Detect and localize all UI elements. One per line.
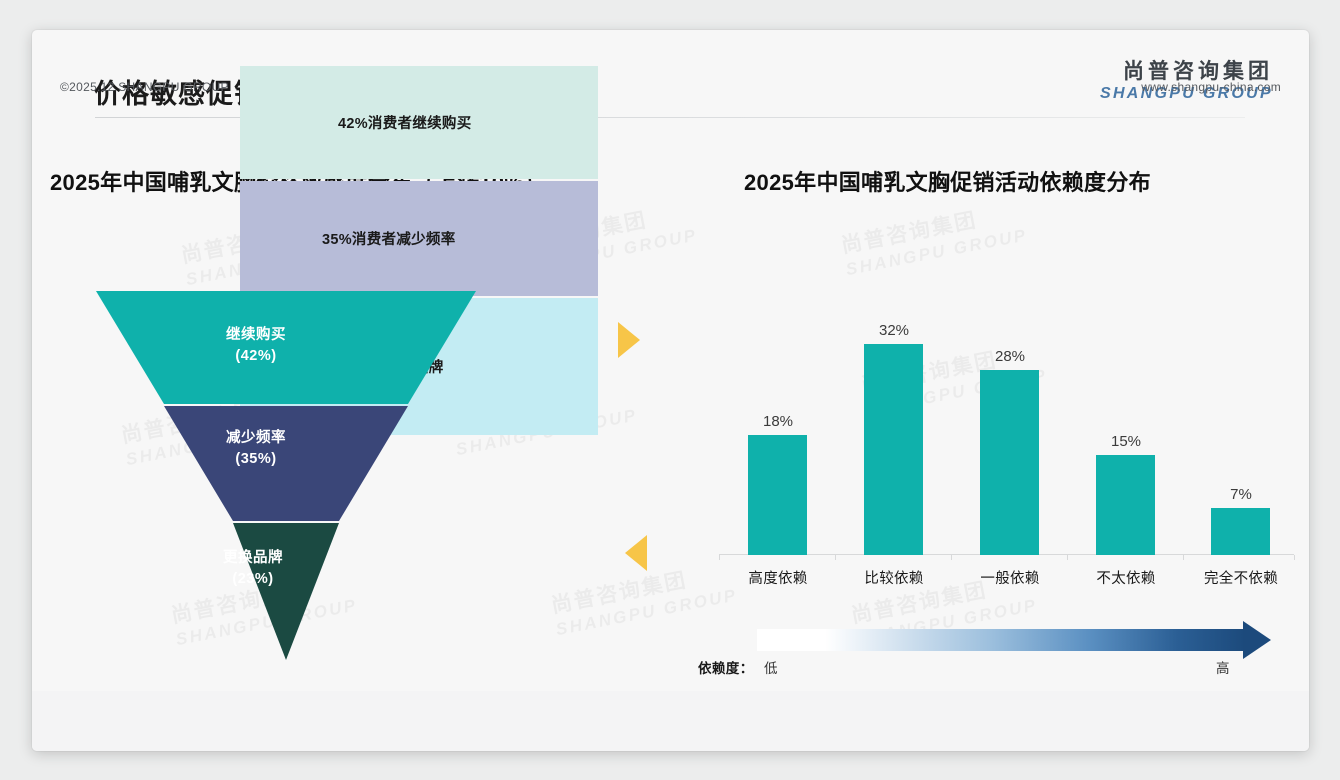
marker-arrow-left-icon: [625, 535, 647, 571]
brand-logo-cn: 尚普咨询集团: [1123, 60, 1273, 83]
bar-value-label: 15%: [1110, 433, 1142, 450]
bar-value-label: 28%: [994, 348, 1026, 365]
header-divider: [95, 117, 1245, 118]
funnel-callout-label-2: 35%消费者减少频率: [322, 232, 456, 248]
funnel-band-pct-1: (42%): [235, 348, 277, 365]
funnel-band-pct-3: (23%): [232, 571, 274, 588]
funnel-callout-label-1: 42%消费者继续购买: [338, 116, 472, 132]
bar-category-label: 不太依赖: [1096, 571, 1156, 587]
slide-footer: [32, 691, 1309, 751]
funnel-band-name-1: 继续购买: [226, 327, 286, 343]
axis-tick: [835, 555, 836, 560]
funnel-callout-panel-1: 42%消费者继续购买: [240, 66, 598, 179]
dependency-gradient-legend: 依赖度： 低 高: [692, 620, 1309, 690]
funnel-band-2: [164, 406, 408, 521]
bar-item[interactable]: [1211, 508, 1270, 555]
funnel-band-name-3: 更换品牌: [223, 550, 283, 566]
brand-logo: 尚普咨询集团 SHANGPU GROUP: [1100, 60, 1273, 103]
legend-high-label: 高: [1216, 661, 1230, 676]
bar-value-label: 7%: [1230, 486, 1252, 503]
bar-category-label: 比较依赖: [864, 571, 924, 587]
axis-tick: [1183, 555, 1184, 560]
funnel-band-1: [96, 291, 476, 404]
funnel-band-label-2: 减少频率 (35%): [191, 428, 321, 470]
right-chart-title: 2025年中国哺乳文胸促销活动依赖度分布: [744, 170, 1151, 195]
funnel-band-3: [233, 523, 339, 660]
gradient-bar: [757, 629, 1245, 651]
gradient-arrow-icon: [1243, 621, 1271, 659]
funnel-callout-panel-2: 35%消费者减少频率: [240, 181, 598, 296]
funnel-band-name-2: 减少频率: [226, 430, 286, 446]
bar-item[interactable]: [1096, 455, 1155, 555]
funnel-shape: [96, 291, 476, 660]
legend-low-label: 低: [764, 661, 778, 676]
bar-item[interactable]: [980, 370, 1039, 555]
marker-arrow-right-icon: [618, 322, 640, 358]
axis-tick: [951, 555, 952, 560]
legend-caption: 依赖度：: [698, 661, 754, 676]
bar-item[interactable]: [748, 435, 807, 555]
funnel-chart: 42%消费者继续购买 35%消费者减少频率 23%消费者更换品牌 继续购买 (4…: [32, 30, 672, 751]
funnel-band-pct-2: (35%): [235, 451, 277, 468]
axis-tick: [1067, 555, 1068, 560]
bar-category-label: 完全不依赖: [1204, 571, 1278, 587]
bar-category-label: 一般依赖: [980, 571, 1040, 587]
bar-value-label: 18%: [762, 413, 794, 430]
funnel-band-label-1: 继续购买 (42%): [191, 325, 321, 367]
bar-value-label: 32%: [878, 322, 910, 339]
axis-tick: [719, 555, 720, 560]
footer-copyright: ©2025.12 SHANGPU GROUP: [60, 80, 229, 94]
brand-logo-en: SHANGPU GROUP: [1099, 85, 1273, 103]
funnel-band-label-3: 更换品牌 (23%): [188, 548, 318, 590]
bar-item[interactable]: [864, 344, 923, 555]
axis-tick: [1294, 555, 1295, 560]
bar-category-label: 高度依赖: [748, 571, 808, 587]
dependency-bar-chart: 18% 高度依赖 32% 比较依赖 28% 一般依赖 15% 不太依赖 7% 完…: [692, 255, 1309, 600]
footer-website[interactable]: www.shangpu-china.com: [1141, 80, 1281, 94]
